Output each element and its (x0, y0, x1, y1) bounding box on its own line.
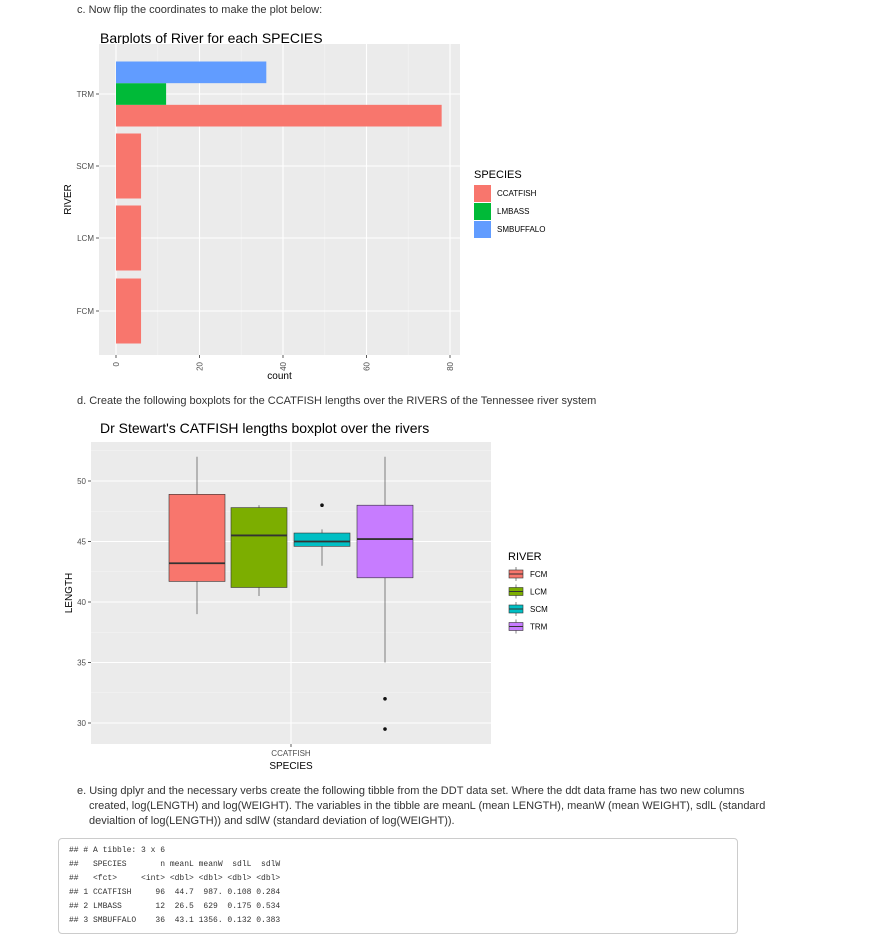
y-tick-label-trm: TRM (77, 90, 95, 99)
instruction-d: d. Create the following boxplots for the… (77, 395, 597, 407)
x-axis-title: count (267, 371, 292, 382)
legend-label-scm: SCM (530, 605, 548, 614)
legend-key-ccatfish (474, 185, 491, 202)
y-tick-label-30: 30 (77, 719, 86, 728)
code-line: ## 1 CCATFISH 96 44.7 987. 0.108 0.284 (69, 888, 281, 897)
outlier-scm (320, 503, 324, 508)
y-tick-label-50: 50 (77, 477, 86, 486)
box-lcm (230, 507, 288, 588)
bar-scm-ccatfish (116, 133, 142, 199)
legend-label-lmbass: LMBASS (497, 207, 529, 216)
y-axis-title: LENGTH (64, 573, 75, 614)
legend-title: RIVER (508, 551, 542, 563)
code-line: ## 3 SMBUFFALO 36 43.1 1356. 0.132 0.383 (69, 916, 281, 925)
bar-trm-lmbass (116, 83, 167, 105)
x-tick-label-40: 40 (279, 361, 288, 370)
legend-label-trm: TRM (530, 623, 548, 632)
y-tick-label-lcm: LCM (77, 234, 94, 243)
instruction-e-line1: e. Using dplyr and the necessary verbs c… (77, 785, 745, 797)
barplot-title: Barplots of River for each SPECIES (100, 30, 323, 46)
bar-lcm-ccatfish (116, 205, 142, 271)
legend-label-fcm: FCM (530, 570, 548, 579)
legend-title: SPECIES (474, 169, 522, 181)
outlier-trm (383, 697, 387, 701)
bar-trm-ccatfish (116, 104, 442, 127)
instruction-c: c. Now flip the coordinates to make the … (77, 4, 323, 16)
x-tick-label-20: 20 (196, 361, 205, 370)
boxplot-title: Dr Stewart's CATFISH lengths boxplot ove… (100, 420, 430, 436)
box-scm (293, 532, 351, 547)
legend-label-lcm: LCM (530, 588, 547, 597)
box-trm (356, 504, 414, 579)
code-line: ## # A tibble: 3 x 6 (69, 846, 166, 855)
box-fcm (168, 494, 226, 582)
y-tick-label-35: 35 (77, 659, 86, 668)
legend-label-ccatfish: CCATFISH (497, 189, 537, 198)
y-tick-label-fcm: FCM (77, 307, 95, 316)
x-tick-label-80: 80 (446, 361, 455, 370)
code-line: ## 2 LMBASS 12 26.5 629 0.175 0.534 (69, 902, 281, 911)
x-tick-label-60: 60 (363, 361, 372, 370)
y-tick-label-scm: SCM (76, 162, 94, 171)
y-tick-label-40: 40 (77, 598, 86, 607)
x-tick-label-0: 0 (112, 361, 121, 366)
y-tick-label-45: 45 (77, 538, 86, 547)
tibble-output: ## # A tibble: 3 x 6 ## SPECIES n meanL … (58, 838, 738, 934)
instruction-e-line3: devialtion of log(LENGTH)) and sdlW (sta… (89, 815, 455, 827)
legend-key-lmbass (474, 203, 491, 220)
code-line: ## SPECIES n meanL meanW sdlL sdlW (69, 860, 281, 869)
outlier-trm (383, 727, 387, 731)
x-tick-label-ccatfish: CCATFISH (271, 749, 311, 758)
bar-fcm-ccatfish (116, 278, 142, 344)
y-axis-title: RIVER (63, 184, 74, 215)
legend-key-smbuffalo (474, 221, 491, 238)
code-line: ## <fct> <int> <dbl> <dbl> <dbl> <dbl> (69, 874, 281, 883)
x-axis-title: SPECIES (269, 761, 313, 772)
instruction-e-line2: created, log(LENGTH) and log(WEIGHT). Th… (89, 800, 766, 812)
bar-trm-smbuffalo (116, 61, 267, 84)
legend-label-smbuffalo: SMBUFFALO (497, 225, 545, 234)
